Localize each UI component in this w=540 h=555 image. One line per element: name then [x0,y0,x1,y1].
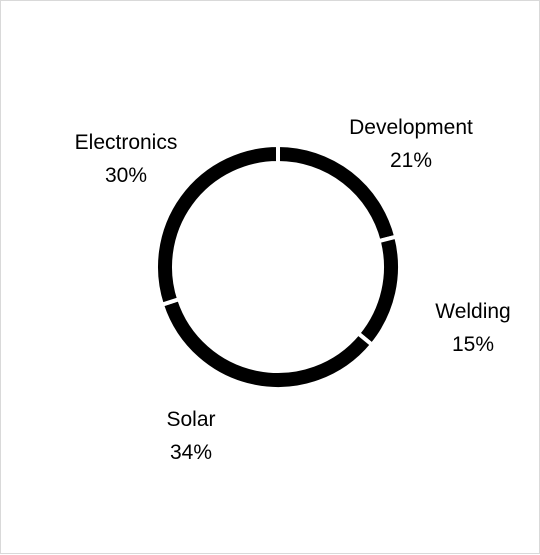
data-label-development-name: Development [349,116,473,139]
donut-slice-welding [355,234,402,348]
data-label-solar-name: Solar [166,408,215,431]
data-label-welding-name: Welding [435,300,511,323]
donut-slice-development [276,142,399,244]
data-label-electronics-percent: 30% [105,164,147,187]
donut-slice-electronics [154,142,280,308]
data-label-welding-percent: 15% [452,333,494,356]
data-label-solar-percent: 34% [170,441,212,464]
data-label-development-percent: 21% [390,149,432,172]
donut-slice-solar [159,296,375,391]
data-label-electronics-name: Electronics [75,131,178,154]
